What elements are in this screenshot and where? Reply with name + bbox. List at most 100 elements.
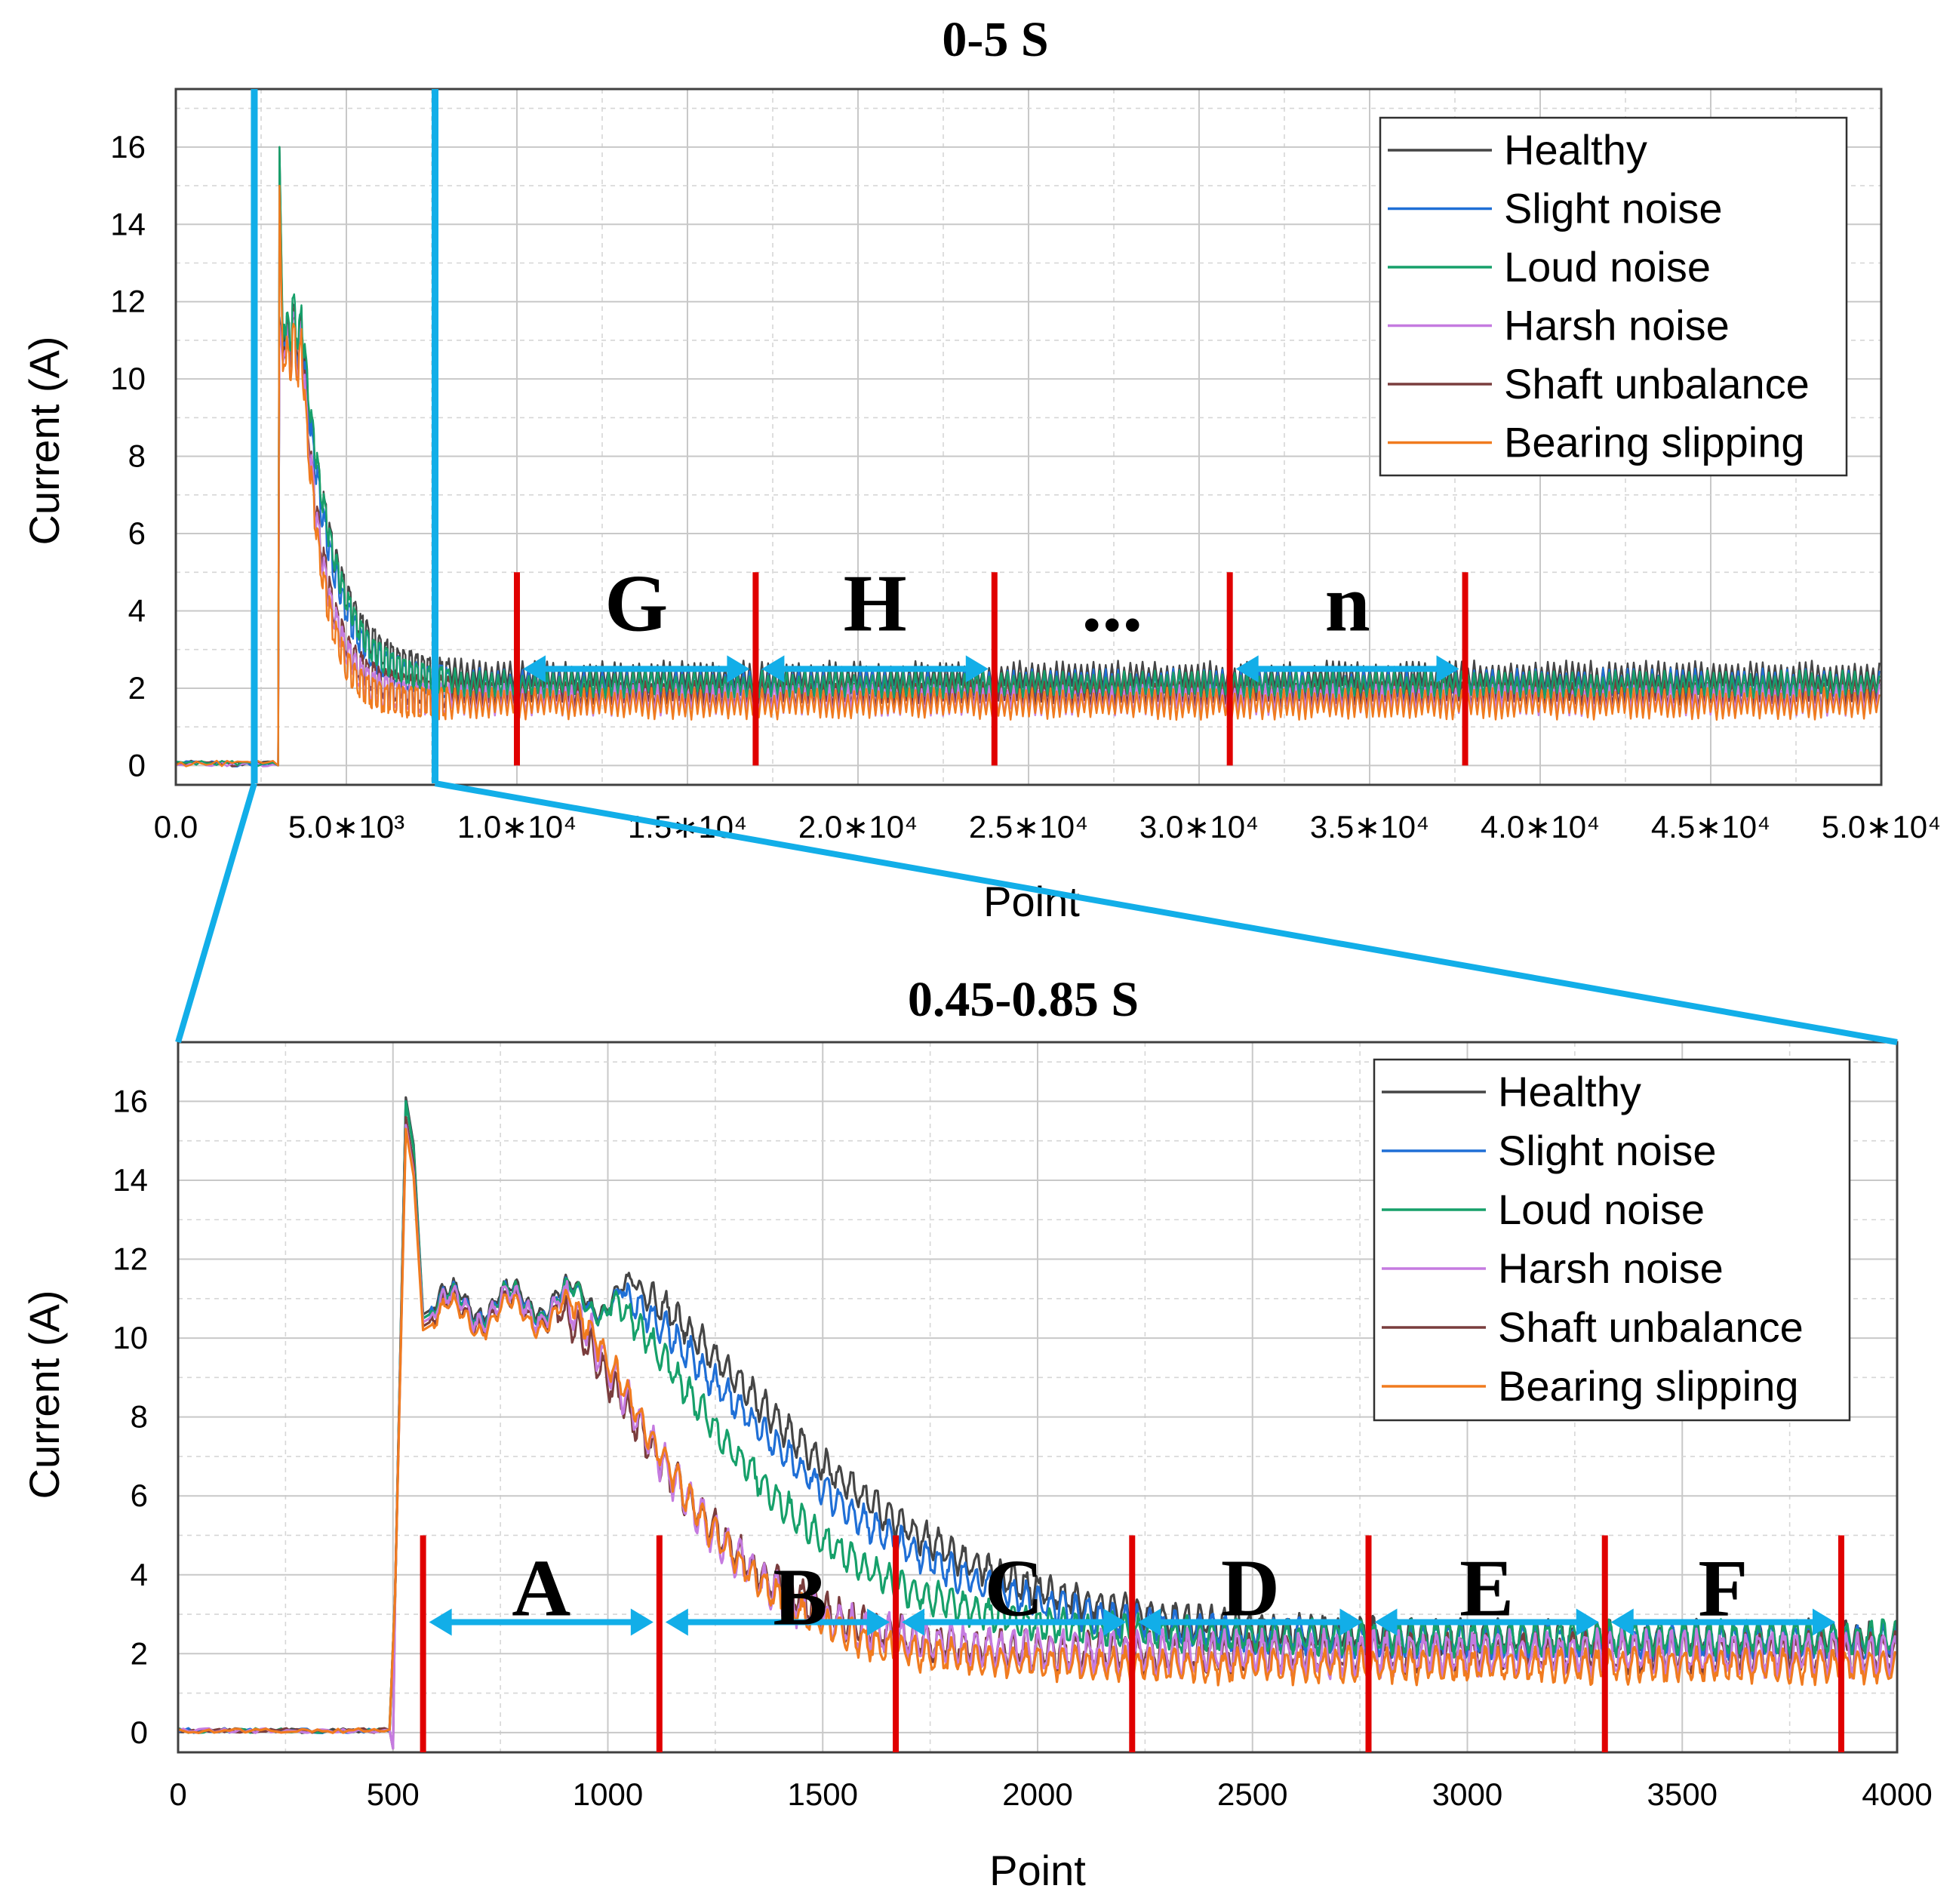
chart-top-segment-arrow-head-right bbox=[965, 655, 989, 683]
chart-bottom-y-tick-label: 14 bbox=[112, 1162, 148, 1198]
chart-bottom-frame bbox=[177, 1041, 1899, 1754]
chart-top-legend-box bbox=[1379, 116, 1848, 477]
chart-bottom-segment-arrow-head-right bbox=[630, 1608, 654, 1636]
chart-bottom-segment-label: B bbox=[773, 1552, 827, 1642]
chart-bottom-segment-arrow-head-left bbox=[429, 1608, 452, 1636]
chart-bottom-y-tick-label: 16 bbox=[112, 1083, 148, 1118]
chart-bottom-segment-arrow-head-right bbox=[1576, 1608, 1599, 1636]
chart-bottom-y-tick-label: 6 bbox=[131, 1478, 148, 1513]
chart-top-y-tick-label: 4 bbox=[128, 593, 146, 629]
chart-top-legend: Healthy Slight noise Loud noise Harsh noise… bbox=[1379, 116, 1848, 477]
chart-bottom-x-tick-label: 3000 bbox=[1432, 1776, 1502, 1812]
chart-bottom-legend-label: Loud noise bbox=[1498, 1186, 1705, 1233]
chart-top-segment-arrow-head-left bbox=[1235, 655, 1259, 683]
chart-top-x-tick-label: 2.5∗10⁴ bbox=[969, 809, 1088, 844]
chart-bottom-segment-arrow-head-left bbox=[902, 1608, 925, 1636]
chart-top-y-tick-label: 8 bbox=[128, 438, 146, 474]
chart-bottom-x-tick-label: 1500 bbox=[788, 1776, 858, 1812]
chart-top-x-tick-label: 3.0∗10⁴ bbox=[1139, 809, 1259, 844]
chart-top-x-tick-label: 5.0∗10³ bbox=[288, 809, 404, 844]
chart-bottom-legend: Healthy Slight noise Loud noise Harsh noise… bbox=[1373, 1058, 1851, 1422]
chart-bottom-y-ticks: 0 2 4 6 8 10 12 14 16 bbox=[112, 1083, 148, 1749]
chart-bottom-x-tick-label: 0 bbox=[169, 1776, 186, 1812]
chart-bottom-segment-arrow-head-right bbox=[1812, 1608, 1835, 1636]
series-line-top-loud-noise bbox=[176, 146, 1881, 767]
chart-top-segment-label: ... bbox=[1081, 558, 1142, 648]
chart-bottom-segment-label: A bbox=[512, 1543, 570, 1633]
chart-bottom-segment-label: F bbox=[1698, 1543, 1748, 1633]
chart-bottom-legend-label: Slight noise bbox=[1498, 1127, 1717, 1174]
chart-top-y-tick-label: 6 bbox=[128, 515, 146, 551]
chart-bottom-x-tick-label: 2500 bbox=[1217, 1776, 1287, 1812]
chart-top-y-tick-label: 0 bbox=[128, 747, 146, 783]
chart-top-x-tick-label: 4.5∗10⁴ bbox=[1651, 809, 1770, 844]
chart-top-segment-label: G bbox=[604, 558, 668, 648]
chart-bottom-legend-label: Shaft unbalance bbox=[1498, 1303, 1804, 1351]
chart-bottom-segment-arrow-head-left bbox=[1374, 1608, 1398, 1636]
chart-bottom-legend-label: Healthy bbox=[1498, 1068, 1641, 1115]
chart-bottom-segment-arrow-head-left bbox=[665, 1608, 688, 1636]
chart-top-legend-label: Slight noise bbox=[1504, 185, 1723, 232]
chart-top-legend-label: Loud noise bbox=[1504, 243, 1711, 291]
chart-top-frame bbox=[174, 88, 1883, 786]
chart-top-segments: G H... n bbox=[514, 558, 1468, 766]
chart-top-x-ticks: 0.05.0∗10³1.0∗10⁴1.5∗10⁴2.0∗10⁴2.5∗10⁴3.… bbox=[154, 809, 1941, 844]
chart-bottom-legend-box bbox=[1373, 1058, 1851, 1422]
chart-bottom-y-tick-label: 8 bbox=[131, 1399, 148, 1435]
chart-bottom-segment-label: E bbox=[1459, 1543, 1514, 1633]
chart-top-segment-arrow-head-right bbox=[1436, 655, 1459, 683]
chart-bottom-y-tick-label: 4 bbox=[131, 1557, 148, 1592]
chart-bottom-segment-arrow-head-left bbox=[1138, 1608, 1161, 1636]
chart-bottom-y-tick-label: 0 bbox=[131, 1715, 148, 1750]
chart-bottom: 0.45-0.85 S 0 2 4 6 8 10 12 14 16 0 500 1000 1500 20… bbox=[20, 972, 1933, 1894]
chart-bottom-segment-arrow-head-right bbox=[867, 1608, 890, 1636]
chart-top-y-tick-label: 10 bbox=[110, 361, 146, 396]
chart-top-y-tick-label: 16 bbox=[110, 129, 146, 165]
chart-top-y-tick-label: 12 bbox=[110, 284, 146, 319]
zoom-indicator bbox=[175, 89, 1898, 1045]
chart-bottom-y-tick-label: 2 bbox=[131, 1635, 148, 1671]
chart-bottom-segment-arrow-head-right bbox=[1103, 1608, 1127, 1636]
chart-top-segment-arrow-head-left bbox=[523, 655, 546, 683]
chart-bottom-title: 0.45-0.85 S bbox=[908, 972, 1139, 1027]
chart-bottom-x-tick-label: 2000 bbox=[1002, 1776, 1072, 1812]
chart-top-x-tick-label: 2.0∗10⁴ bbox=[798, 809, 918, 844]
chart-top-x-tick-label: 4.0∗10⁴ bbox=[1481, 809, 1600, 844]
chart-top-legend-label: Bearing slipping bbox=[1504, 419, 1804, 466]
chart-top-legend-label: Healthy bbox=[1504, 126, 1647, 174]
chart-bottom-legend-label: Bearing slipping bbox=[1498, 1362, 1798, 1410]
chart-top-y-tick-label: 14 bbox=[110, 206, 146, 241]
chart-bottom-segments: A B C D E F bbox=[420, 1535, 1844, 1752]
chart-bottom-legend-label: Harsh noise bbox=[1498, 1244, 1724, 1292]
chart-bottom-x-tick-label: 1000 bbox=[573, 1776, 643, 1812]
chart-bottom-x-tick-label: 3500 bbox=[1647, 1776, 1718, 1812]
zoom-connector-right bbox=[434, 780, 1898, 1045]
chart-top-x-tick-label: 0.0 bbox=[154, 809, 198, 844]
chart-bottom-x-tick-label: 4000 bbox=[1862, 1776, 1932, 1812]
chart-bottom-x-tick-label: 500 bbox=[367, 1776, 420, 1812]
chart-bottom-segment-label: D bbox=[1221, 1543, 1280, 1633]
chart-bottom-y-tick-label: 12 bbox=[112, 1241, 148, 1277]
chart-bottom-x-axis-label: Point bbox=[989, 1847, 1086, 1894]
chart-bottom-segment-label: C bbox=[985, 1543, 1044, 1633]
chart-top-y-tick-label: 2 bbox=[128, 670, 146, 706]
chart-top-x-tick-label: 5.0∗10⁴ bbox=[1822, 809, 1941, 844]
chart-top-segment-arrow-head-right bbox=[727, 655, 750, 683]
series-line-top-bearing-slipping bbox=[176, 184, 1881, 767]
chart-top-y-axis-label: Current (A) bbox=[20, 337, 68, 546]
chart-top-legend-label: Shaft unbalance bbox=[1504, 360, 1810, 408]
chart-bottom-y-tick-label: 10 bbox=[112, 1320, 148, 1355]
chart-top-title: 0-5 S bbox=[942, 12, 1048, 67]
chart-top-x-tick-label: 1.0∗10⁴ bbox=[457, 809, 577, 844]
chart-top-legend-label: Harsh noise bbox=[1504, 302, 1730, 349]
chart-bottom-segment-arrow-head-left bbox=[1610, 1608, 1634, 1636]
chart-top-segment-arrow-head-left bbox=[761, 655, 785, 683]
chart-top-series bbox=[176, 146, 1881, 767]
chart-top-x-tick-label: 3.5∗10⁴ bbox=[1310, 809, 1429, 844]
chart-bottom-segment-arrow-head-right bbox=[1339, 1608, 1363, 1636]
chart-top-y-ticks: 0 2 4 6 8 10 12 14 16 bbox=[110, 129, 146, 783]
chart-top-segment-label: H bbox=[844, 558, 907, 648]
chart-bottom-y-axis-label: Current (A) bbox=[20, 1290, 68, 1500]
